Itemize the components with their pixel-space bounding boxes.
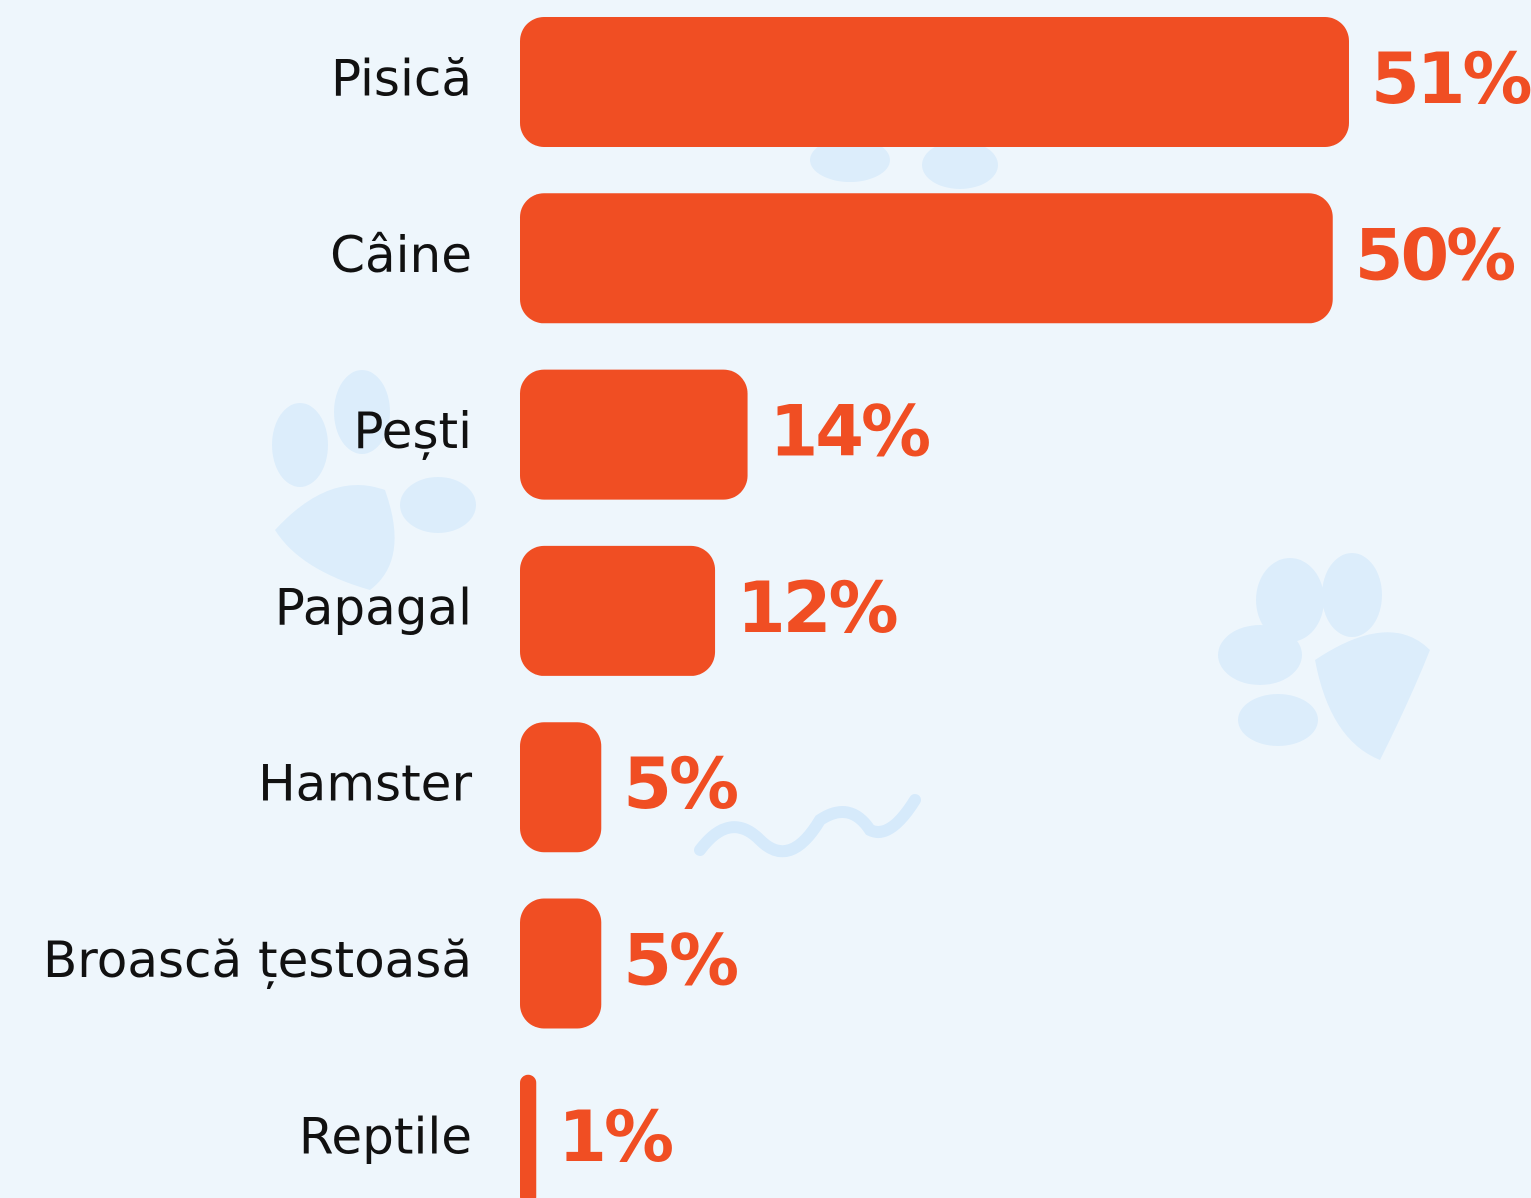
bar bbox=[520, 193, 1333, 323]
bar bbox=[520, 17, 1349, 147]
chart: Pisică 51% Câine 50% Pești 14% Papagal 12% Hamst… bbox=[0, 0, 1531, 1198]
value-label: 5% bbox=[623, 743, 737, 825]
value-label: 1% bbox=[558, 1096, 672, 1178]
category-label: Pești bbox=[353, 402, 472, 460]
value-label: 51% bbox=[1371, 38, 1530, 120]
category-label: Pisică bbox=[331, 50, 472, 108]
bar bbox=[520, 1075, 536, 1198]
bar bbox=[520, 370, 748, 500]
category-label: Papagal bbox=[275, 578, 472, 636]
value-label: 50% bbox=[1355, 214, 1514, 296]
value-label: 5% bbox=[623, 920, 737, 1002]
category-label: Broască țestoasă bbox=[43, 931, 472, 989]
bar bbox=[520, 546, 715, 676]
category-label: Hamster bbox=[258, 755, 472, 813]
category-label: Câine bbox=[330, 226, 472, 284]
value-label: 12% bbox=[737, 567, 896, 649]
value-label: 14% bbox=[770, 391, 929, 473]
bar bbox=[520, 722, 601, 852]
bar bbox=[520, 899, 601, 1029]
category-label: Reptile bbox=[299, 1107, 472, 1165]
